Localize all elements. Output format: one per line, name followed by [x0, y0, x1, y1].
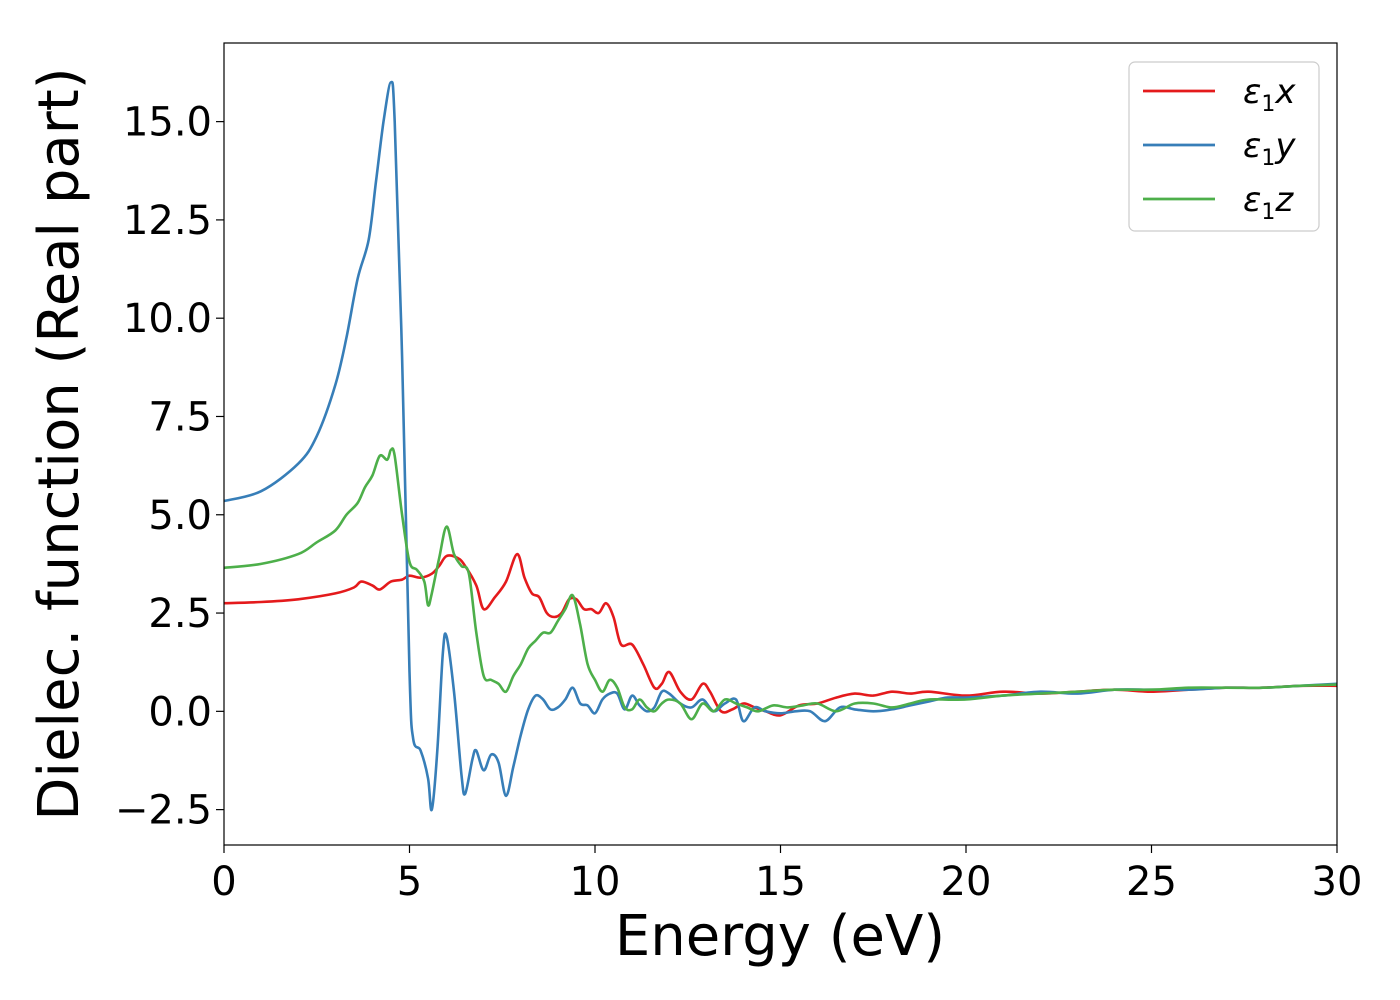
- y-axis-title: Dielec. function (Real part): [27, 67, 92, 820]
- y-tick-label: 15.0: [123, 100, 212, 146]
- y-tick-label: 12.5: [123, 198, 212, 244]
- x-tick-label: 15: [755, 859, 806, 905]
- y-tick-label: −2.5: [115, 788, 212, 834]
- x-axis-title: Energy (eV): [615, 904, 945, 969]
- legend-box: [1128, 61, 1320, 232]
- series-line-3: [223, 447, 1338, 721]
- legend-label-2: ε1y: [1243, 126, 1296, 171]
- y-tick-label: 10.0: [123, 296, 212, 342]
- x-axis: 0 5 10 15 20 25 30: [211, 845, 1362, 905]
- series-line-2: [223, 80, 1338, 812]
- y-tick-label: 0.0: [148, 689, 212, 735]
- x-tick-label: 10: [570, 859, 621, 905]
- x-tick-label: 30: [1312, 859, 1363, 905]
- series-layer: [223, 80, 1338, 812]
- y-tick-label: 7.5: [148, 394, 212, 440]
- legend: ε1x ε1y ε1z: [1128, 61, 1320, 232]
- y-tick-label: 2.5: [148, 591, 212, 637]
- x-tick-label: 5: [397, 859, 422, 905]
- legend-label-3: ε1z: [1243, 180, 1294, 225]
- y-axis: −2.5 0.0 2.5 5.0 7.5 10.0 12.5 15.0: [115, 100, 224, 834]
- x-tick-label: 0: [211, 859, 236, 905]
- x-tick-label: 25: [1126, 859, 1177, 905]
- legend-label-1: ε1x: [1243, 72, 1296, 117]
- y-tick-label: 5.0: [148, 493, 212, 539]
- x-tick-label: 20: [941, 859, 992, 905]
- series-line-1: [223, 552, 1338, 717]
